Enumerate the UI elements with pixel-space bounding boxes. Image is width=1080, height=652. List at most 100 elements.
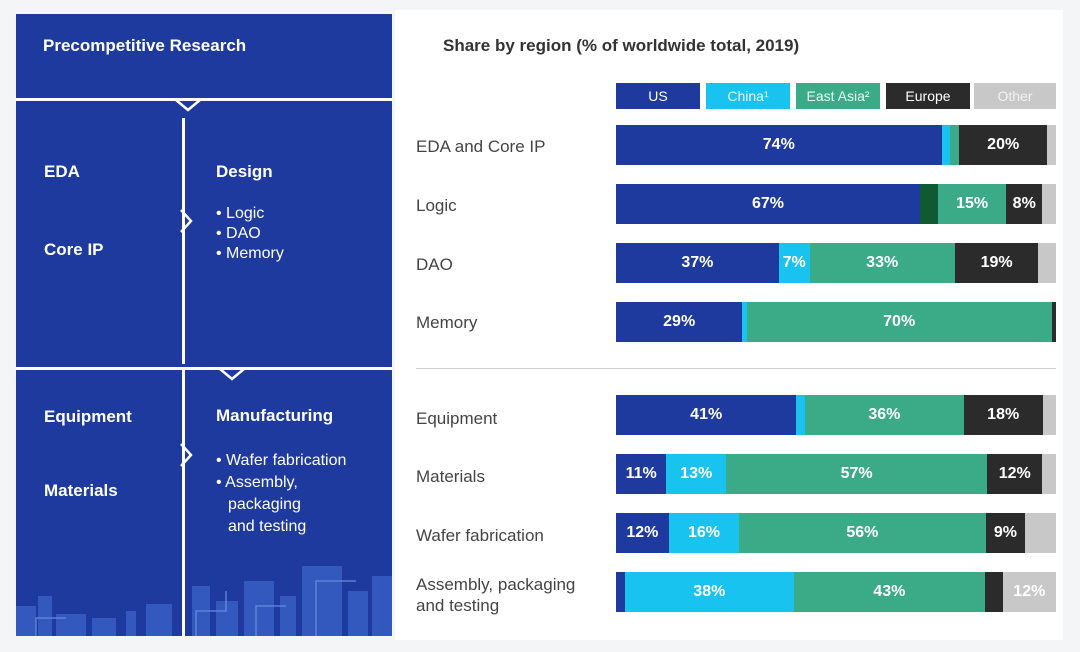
legend-item: Europe bbox=[886, 83, 970, 109]
bar-value-label: 33% bbox=[866, 254, 899, 271]
precompetitive-research-header: Precompetitive Research bbox=[43, 36, 247, 55]
manufacturing-item-wafer: Wafer fabrication bbox=[216, 450, 346, 472]
bar-value-label: 70% bbox=[883, 313, 916, 330]
group-divider bbox=[416, 368, 1056, 369]
bar-segment bbox=[616, 513, 669, 553]
bar-segment bbox=[1002, 572, 1056, 612]
bar-segment bbox=[941, 125, 951, 165]
bar-value-label: 41% bbox=[690, 406, 723, 423]
bar-value-label: 7% bbox=[782, 254, 806, 271]
bar-value-label: 16% bbox=[687, 524, 720, 541]
bar-segment bbox=[616, 454, 667, 494]
bar-segment bbox=[919, 184, 939, 224]
bar-value-label: 56% bbox=[846, 524, 879, 541]
row-label: Materials bbox=[416, 467, 485, 486]
bar-segment bbox=[616, 125, 942, 165]
bar-segment bbox=[796, 395, 806, 435]
value-chain-panel: Precompetitive Research EDA Core IP Desi… bbox=[16, 14, 392, 636]
chevron-right-icon bbox=[180, 443, 193, 467]
manufacturing-title: Manufacturing bbox=[216, 406, 334, 425]
bar-segment bbox=[616, 395, 797, 435]
chevron-right-icon bbox=[180, 209, 193, 233]
bar-segment bbox=[950, 125, 960, 165]
circuit-decoration bbox=[16, 566, 392, 636]
bar-value-label: 57% bbox=[840, 465, 873, 482]
row-label: DAO bbox=[416, 255, 453, 274]
bar-segment bbox=[984, 572, 1003, 612]
bar-segment bbox=[1042, 454, 1056, 494]
bar-segment bbox=[742, 302, 747, 342]
bar-segment bbox=[963, 395, 1043, 435]
bar-segment bbox=[987, 454, 1043, 494]
legend-item: US bbox=[616, 83, 700, 109]
bar-segment bbox=[1042, 395, 1056, 435]
bar-value-label: 15% bbox=[956, 195, 989, 212]
bar-value-label: 38% bbox=[693, 583, 726, 600]
bar-segment bbox=[954, 243, 1039, 283]
bar-segment bbox=[805, 395, 964, 435]
bar-segment bbox=[616, 302, 743, 342]
bar-segment bbox=[1006, 184, 1043, 224]
core-ip-label: Core IP bbox=[44, 240, 104, 259]
bar-value-label: 9% bbox=[993, 524, 1017, 541]
bar-value-label: 20% bbox=[987, 136, 1020, 153]
legend-item: East Asia² bbox=[796, 83, 880, 109]
equipment-label: Equipment bbox=[44, 407, 132, 426]
bar-segment bbox=[1051, 302, 1056, 342]
bar-value-label: 12% bbox=[998, 465, 1031, 482]
bar-value-label: 19% bbox=[980, 254, 1013, 271]
chevron-down-icon bbox=[219, 368, 245, 381]
design-item-memory: Memory bbox=[216, 244, 284, 264]
bar-segment bbox=[739, 513, 986, 553]
bar-segment bbox=[666, 454, 726, 494]
bar-segment bbox=[1047, 125, 1056, 165]
chart-title: Share by region (% of worldwide total, 2… bbox=[443, 36, 800, 55]
bar-value-label: 29% bbox=[663, 313, 696, 330]
bar-segment bbox=[778, 243, 810, 283]
bar-value-label: 18% bbox=[987, 406, 1020, 423]
materials-label: Materials bbox=[44, 481, 118, 500]
bar-segment bbox=[746, 302, 1052, 342]
legend-item: China¹ bbox=[706, 83, 790, 109]
bar-segment bbox=[1025, 513, 1056, 553]
bar-segment bbox=[668, 513, 740, 553]
bar-segment bbox=[1042, 184, 1056, 224]
bar-segment bbox=[959, 125, 1048, 165]
legend-item: Other bbox=[974, 83, 1056, 109]
bar-segment bbox=[793, 572, 985, 612]
bar-segment bbox=[616, 572, 625, 612]
design-item-logic: Logic bbox=[216, 204, 284, 224]
header-divider bbox=[16, 98, 392, 101]
bar-segment bbox=[616, 243, 779, 283]
design-list: Logic DAO Memory bbox=[216, 204, 284, 264]
row-label: Assembly, packaging and testing bbox=[416, 575, 576, 615]
design-title: Design bbox=[216, 162, 273, 181]
bar-value-label: 11% bbox=[625, 465, 657, 482]
chevron-down-icon bbox=[175, 99, 201, 112]
bar-segment bbox=[1038, 243, 1056, 283]
manufacturing-item-assembly: Assembly, packaging and testing bbox=[216, 472, 346, 538]
bar-value-label: 12% bbox=[626, 524, 659, 541]
bar-segment bbox=[726, 454, 988, 494]
bar-value-label: 43% bbox=[873, 583, 906, 600]
section-divider bbox=[16, 367, 392, 370]
bar-segment bbox=[616, 184, 920, 224]
bar-segment bbox=[985, 513, 1026, 553]
column-divider-bottom bbox=[182, 370, 185, 636]
bar-value-label: 67% bbox=[751, 195, 784, 212]
bar-value-label: 12% bbox=[1013, 583, 1046, 600]
bar-segment bbox=[624, 572, 794, 612]
bar-value-label: 74% bbox=[762, 136, 795, 153]
bar-value-label: 36% bbox=[868, 406, 901, 423]
bar-value-label: 13% bbox=[680, 465, 713, 482]
row-label: Memory bbox=[416, 313, 478, 332]
row-label: Wafer fabrication bbox=[416, 526, 544, 545]
row-label: EDA and Core IP bbox=[416, 137, 546, 156]
manufacturing-list: Wafer fabrication Assembly, packaging an… bbox=[216, 450, 346, 538]
bar-segment bbox=[938, 184, 1007, 224]
bar-segment bbox=[809, 243, 955, 283]
row-label: Equipment bbox=[416, 409, 498, 428]
bar-value-label: 8% bbox=[1012, 195, 1036, 212]
design-item-dao: DAO bbox=[216, 224, 284, 244]
bar-value-label: 37% bbox=[681, 254, 714, 271]
